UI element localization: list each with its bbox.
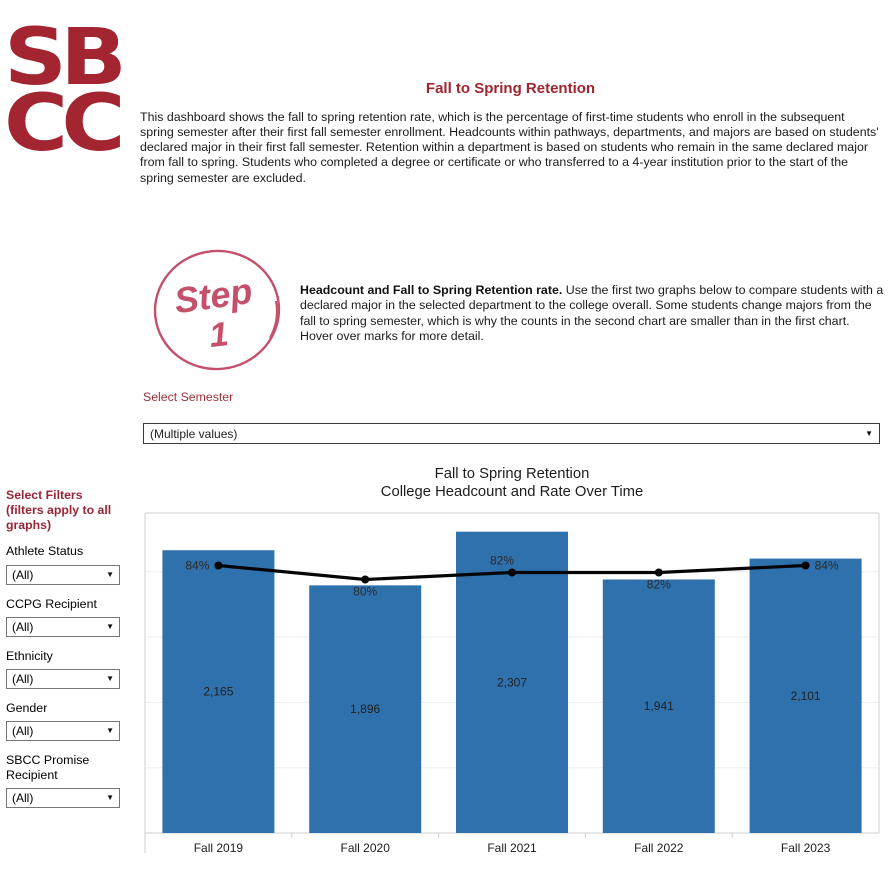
chevron-down-icon: ▼ [106, 792, 114, 802]
x-axis-label: Fall 2023 [781, 841, 831, 855]
line-point[interactable] [361, 575, 370, 584]
sidebar-heading: Select Filters (filters apply to all gra… [6, 488, 112, 532]
chevron-down-icon: ▼ [865, 428, 873, 438]
filters-sidebar: Select Filters (filters apply to all gra… [6, 488, 122, 808]
semester-dropdown-value: (Multiple values) [150, 426, 238, 441]
x-axis-label: Fall 2021 [487, 841, 537, 855]
line-point[interactable] [654, 568, 663, 577]
step-1-body: Use the first two graphs below to compar… [300, 283, 884, 343]
headcount-bar[interactable] [749, 558, 862, 833]
filter-label-sbcc-promise: SBCC Promise Recipient [6, 753, 90, 782]
chevron-down-icon: ▼ [106, 621, 114, 631]
bar-value-label: 2,165 [203, 685, 233, 699]
line-point[interactable] [508, 568, 516, 577]
semester-dropdown[interactable]: (Multiple values) ▼ [143, 423, 880, 444]
x-axis-label: Fall 2019 [194, 841, 244, 855]
step-1-badge: Step 1 [153, 249, 281, 371]
chevron-down-icon: ▼ [106, 726, 114, 736]
filter-label-ethnicity: Ethnicity [6, 648, 53, 663]
page-title: Fall to Spring Retention [425, 80, 596, 97]
bar-value-label: 2,101 [791, 689, 821, 703]
ccpg-recipient-value: (All) [12, 619, 34, 634]
step-circle-outline [153, 249, 281, 371]
bar-value-label: 2,307 [497, 675, 527, 689]
rate-label: 84% [185, 559, 209, 573]
ethnicity-dropdown[interactable]: (All) ▼ [6, 669, 120, 690]
sbcc-promise-value: (All) [12, 790, 34, 805]
sbcc-logo-line2: CC [4, 78, 125, 169]
bar-value-label: 1,896 [350, 702, 380, 716]
ethnicity-value: (All) [12, 672, 34, 687]
chart-title: Fall to Spring Retention College Headcou… [143, 466, 881, 502]
filter-label-gender: Gender [6, 701, 48, 716]
step-number: 1 [207, 315, 230, 355]
step-1-instructions: Headcount and Fall to Spring Retention r… [300, 283, 886, 344]
chevron-down-icon: ▼ [106, 674, 114, 684]
athlete-status-dropdown[interactable]: (All) ▼ [6, 564, 120, 585]
x-axis-label: Fall 2020 [341, 841, 391, 855]
filter-label-athlete-status: Athlete Status [6, 544, 84, 559]
rate-label: 82% [490, 554, 514, 568]
header: Fall to Spring Retention This dashboard … [140, 80, 881, 186]
step-word: Step [172, 270, 255, 321]
rate-label: 82% [647, 578, 671, 592]
headcount-bar[interactable] [602, 579, 715, 833]
sbcc-promise-dropdown[interactable]: (All) ▼ [6, 787, 120, 808]
step-circle-sketch-stroke [269, 300, 278, 339]
dashboard-description: This dashboard shows the fall to spring … [140, 110, 879, 185]
gender-dropdown[interactable]: (All) ▼ [6, 721, 120, 742]
headcount-bar[interactable] [456, 531, 568, 833]
chart-title-line1: Fall to Spring Retention [434, 466, 590, 482]
headcount-bar[interactable] [162, 550, 275, 833]
select-semester-label: Select Semester [143, 390, 234, 404]
headcount-bar[interactable] [309, 585, 422, 833]
ccpg-recipient-dropdown[interactable]: (All) ▼ [6, 616, 120, 637]
gender-value: (All) [12, 724, 34, 739]
bar-value-label: 1,941 [644, 699, 674, 713]
line-point[interactable] [801, 561, 810, 570]
line-point[interactable] [214, 561, 223, 570]
sbcc-logo: SB CC [4, 13, 127, 169]
sbcc-logo-line1: SB [4, 13, 127, 103]
rate-label: 84% [815, 559, 839, 573]
filter-label-ccpg-recipient: CCPG Recipient [6, 596, 97, 611]
retention-chart[interactable]: 2,165 1,896 2,307 1,941 2,101 Fall 2019 Fall 2… [143, 511, 881, 861]
rate-label: 80% [353, 585, 377, 599]
chevron-down-icon: ▼ [106, 569, 114, 579]
step-1-lead: Headcount and Fall to Spring Retention r… [300, 283, 563, 297]
bar-line-chart-canvas[interactable]: 2,165 1,896 2,307 1,941 2,101 Fall 2019 Fall 2… [143, 511, 881, 861]
chart-title-line2: College Headcount and Rate Over Time [380, 483, 644, 500]
athlete-status-value: (All) [12, 567, 34, 582]
x-axis-label: Fall 2022 [634, 841, 684, 855]
